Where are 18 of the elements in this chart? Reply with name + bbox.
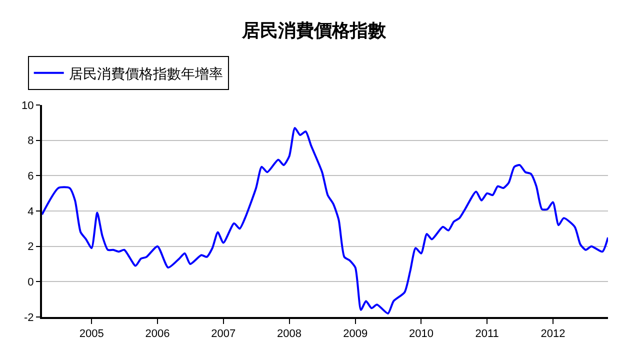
line-series [42,126,608,314]
x-tick-label: 2011 [475,328,499,340]
y-tick-label: 2 [28,241,34,254]
y-tick-label: 4 [28,206,34,218]
x-tick-label: 2008 [277,328,302,340]
legend-label: 居民消費價格指數年增率 [68,65,223,82]
y-tick-label: 6 [28,170,34,183]
x-tick-label: 2007 [211,328,236,340]
chart-title: 居民消費價格指數 [241,20,387,40]
y-tick-label: 8 [28,135,34,148]
y-tick-label: -2 [24,312,34,324]
x-tick-label: 2012 [540,328,566,340]
y-tick-label: 0 [28,276,34,289]
x-tick-label: 2009 [343,328,368,340]
y-tick-label: 10 [22,100,34,112]
x-tick-label: 2005 [79,328,104,340]
x-tick-label: 2006 [145,328,170,340]
x-tick-label: 2010 [408,328,434,340]
